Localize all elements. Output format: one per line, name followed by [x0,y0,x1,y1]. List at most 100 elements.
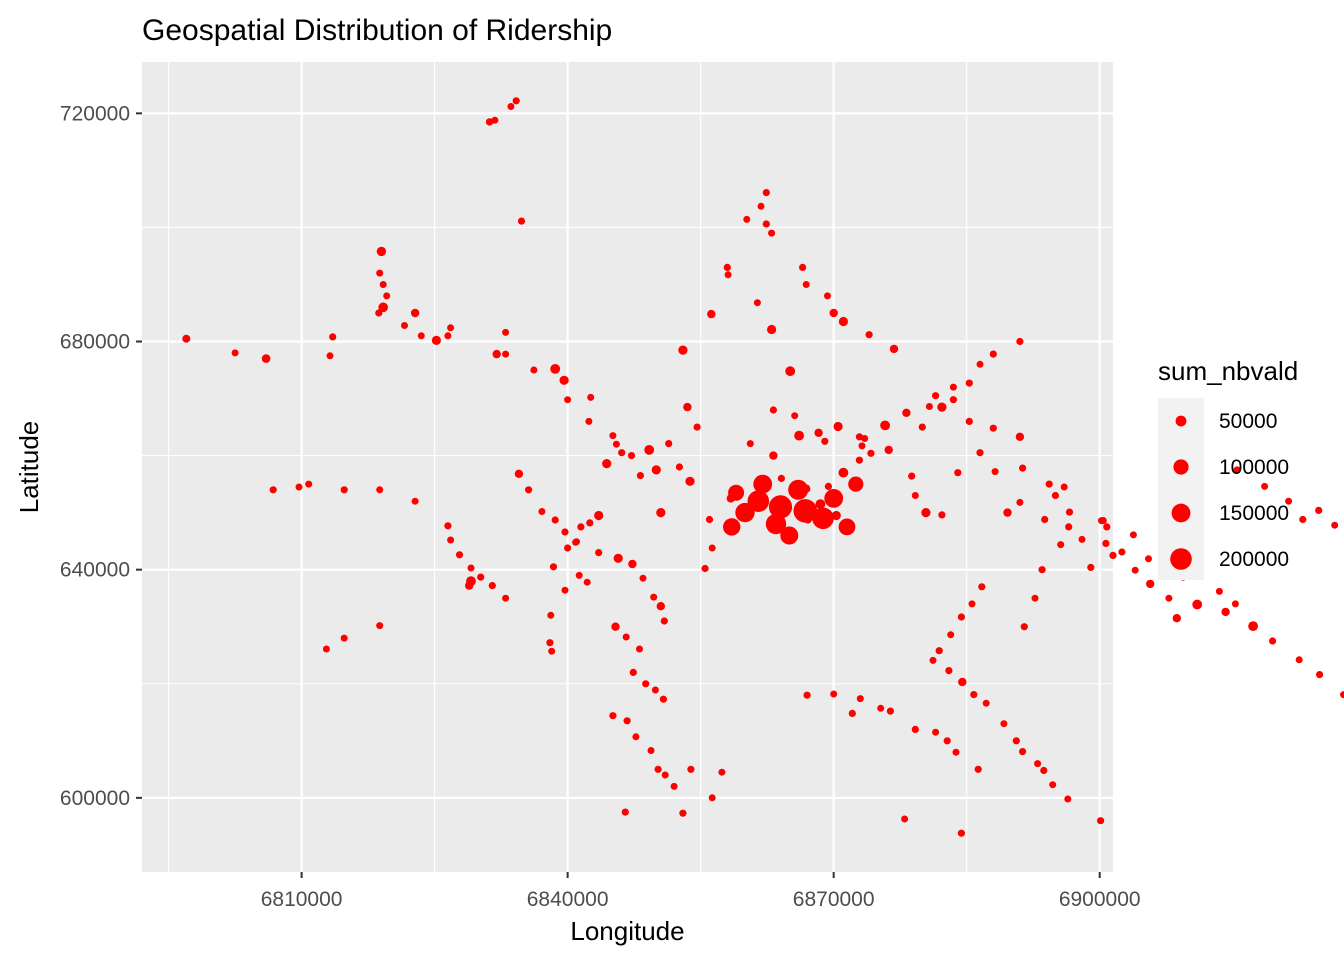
data-point [777,474,786,482]
data-point [1097,817,1105,825]
data-point [1192,599,1203,610]
data-point [656,507,666,518]
data-point [968,600,976,608]
data-point [1315,506,1323,514]
data-point [687,765,695,773]
y-tick-label: 600000 [60,787,130,810]
data-point [989,424,997,432]
x-tick-label: 6900000 [1059,888,1141,911]
data-point [1060,483,1068,491]
data-point [530,366,538,374]
y-tick-label: 720000 [60,102,130,125]
data-point [1040,766,1048,775]
data-point [675,463,684,471]
data-point [831,510,841,521]
data-point [932,728,940,736]
data-point [855,456,864,464]
data-point [492,349,501,359]
legend-label: 50000 [1219,410,1277,433]
data-point [824,489,844,508]
data-point [502,594,510,602]
data-point [762,220,770,228]
data-point [378,302,389,313]
data-point [858,442,866,450]
data-point [549,563,558,571]
data-point [670,782,678,790]
data-point [575,571,583,579]
data-point [982,699,990,707]
data-point [812,507,834,530]
data-point [747,490,770,512]
data-point [623,717,631,725]
data-point [602,459,612,469]
data-point [376,269,384,277]
data-point [724,271,732,279]
data-point [723,518,741,536]
data-point [1102,539,1110,548]
x-tick-label: 6870000 [793,888,875,911]
data-point [794,430,804,441]
legend: sum_nbvald 50000 100000 150000 200000 [1158,356,1298,580]
data-point [1041,515,1049,524]
data-point [952,748,960,756]
data-point [1131,566,1139,574]
data-point [639,574,647,582]
data-point [788,479,809,500]
data-point [768,495,793,519]
data-point [746,440,754,448]
data-point [855,433,864,441]
data-point [340,486,348,494]
data-point [880,420,890,431]
data-point [970,691,978,699]
x-axis: 6810000 6840000 6870000 6900000 [261,872,1141,911]
data-points [182,97,1344,837]
data-point [182,334,191,343]
data-point [769,406,778,414]
data-point [723,263,731,271]
data-point [989,350,997,358]
data-point [609,712,617,720]
data-point [1145,555,1152,563]
data-point [1016,498,1024,506]
data-point [538,508,546,515]
data-point [965,379,973,387]
data-point [1049,781,1057,789]
data-point [901,815,909,823]
data-point [401,322,408,329]
legend-label: 200000 [1219,548,1289,571]
data-point [708,544,716,552]
plot-panel [142,62,1113,872]
data-point [728,484,745,501]
data-point [743,215,751,223]
data-point [329,333,337,341]
data-point [444,522,452,530]
x-tick-label: 6810000 [261,888,343,911]
data-point [305,480,313,488]
data-point [1065,523,1073,531]
data-point [1172,614,1182,623]
data-point [957,613,966,621]
legend-title: sum_nbvald [1158,356,1298,386]
data-point [642,680,650,688]
data-point [665,440,673,448]
data-point [824,482,833,490]
data-point [949,396,958,404]
data-point [821,437,829,445]
data-point [767,324,777,335]
data-point [411,497,419,505]
data-point [824,292,831,300]
data-point [622,633,630,641]
data-point [932,392,940,400]
data-point [947,631,955,639]
legend-keys: 50000 100000 150000 200000 [1158,398,1289,580]
data-point [629,668,637,677]
data-point [1045,480,1053,488]
data-point [685,476,695,486]
data-point [902,408,911,417]
data-point [621,808,629,816]
data-point [564,544,572,552]
data-point [921,507,931,518]
data-point [547,611,555,619]
data-point [1031,594,1039,602]
